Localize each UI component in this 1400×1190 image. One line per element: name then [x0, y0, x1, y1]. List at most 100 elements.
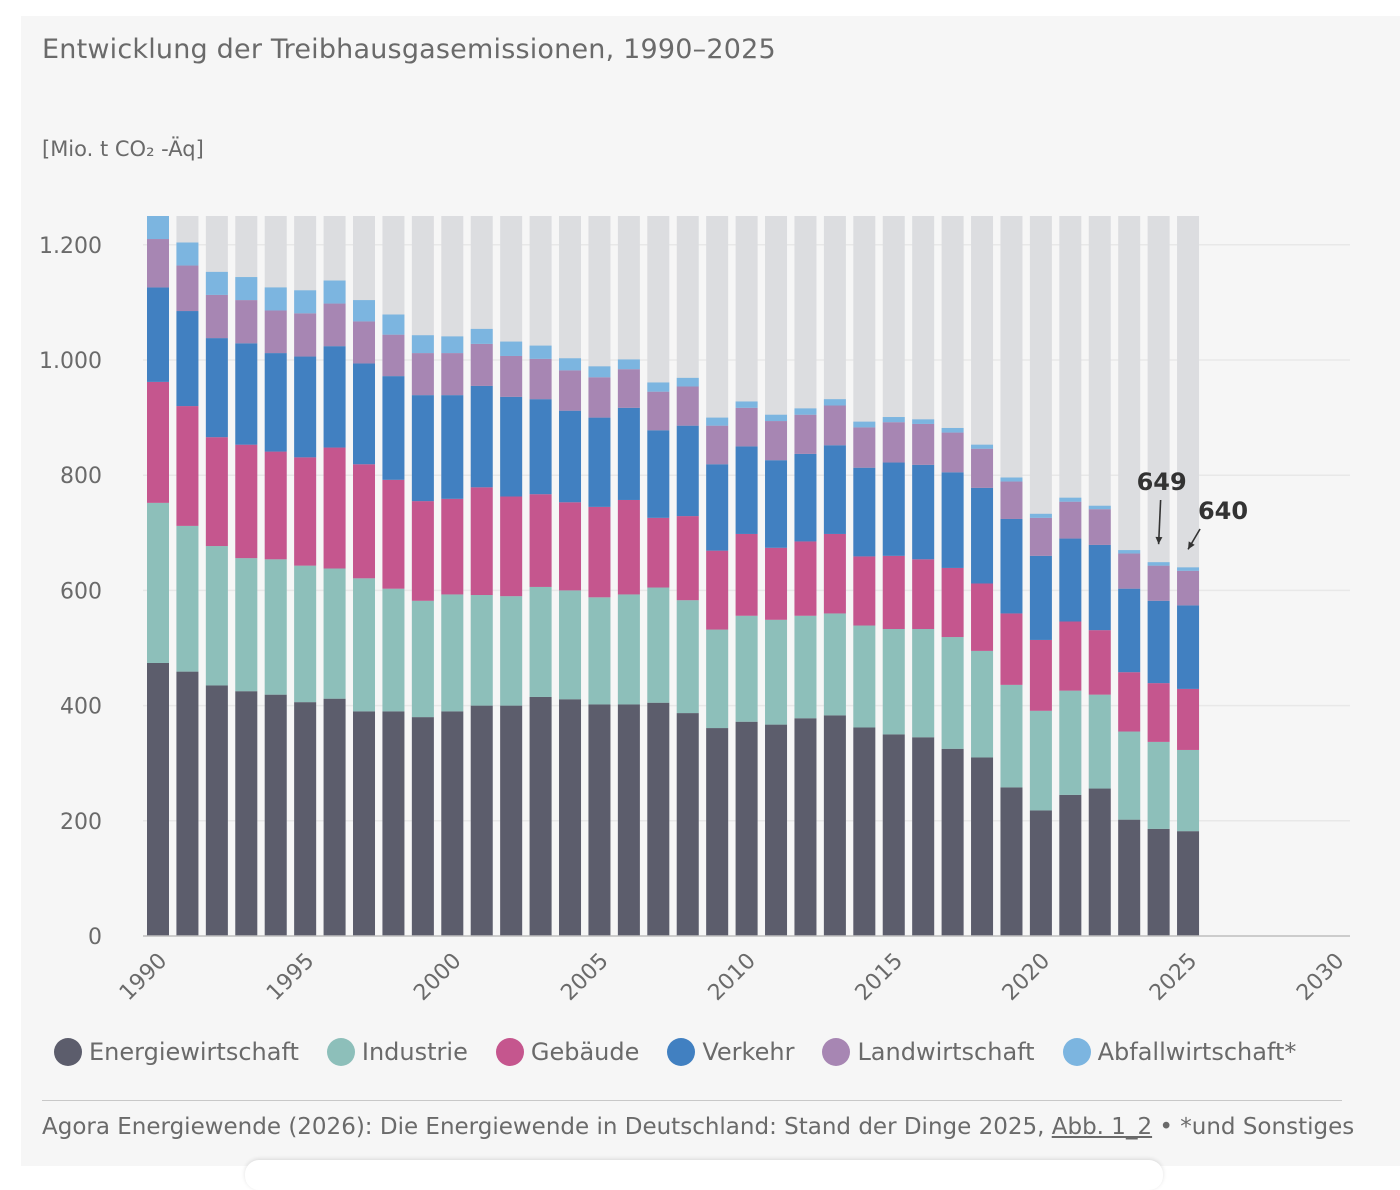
bar-gebude-2024: [1147, 683, 1170, 742]
bar-landwirtschaft-2001: [470, 343, 493, 386]
bar-abfallwirtschaft-2018: [971, 444, 994, 449]
annotation-arrowhead-2024: [1155, 536, 1163, 545]
y-tick-label: 600: [60, 579, 102, 604]
bar-verkehr-2001: [470, 385, 493, 488]
bar-abfallwirtschaft-2009: [706, 417, 729, 426]
bar-energiewirtschaft-2002: [500, 705, 523, 936]
bar-gebude-2018: [971, 583, 994, 651]
bar-energiewirtschaft-1993: [235, 691, 258, 936]
bar-abfallwirtschaft-2001: [470, 328, 493, 344]
bar-verkehr-2005: [588, 417, 611, 507]
bar-energiewirtschaft-2017: [941, 748, 964, 936]
y-tick-label: 1.000: [39, 349, 102, 374]
bar-gebude-2000: [441, 498, 464, 595]
source-figure-link[interactable]: Abb. 1_2: [1051, 1114, 1153, 1140]
bar-industrie-1998: [382, 588, 405, 712]
bar-abfallwirtschaft-2002: [500, 341, 523, 356]
bar-energiewirtschaft-1990: [147, 662, 169, 936]
bar-landwirtschaft-2021: [1059, 501, 1082, 539]
bar-verkehr-2020: [1029, 555, 1052, 640]
chart-legend: Energiewirtschaft Industrie Gebäude Verk…: [54, 1038, 1324, 1066]
bar-gebude-1992: [205, 437, 228, 547]
bar-industrie-2025: [1177, 749, 1200, 832]
bar-energiewirtschaft-2000: [441, 711, 464, 936]
bar-energiewirtschaft-2011: [765, 724, 788, 936]
bar-energiewirtschaft-2001: [470, 705, 493, 936]
bar-verkehr-2007: [647, 430, 670, 518]
bar-gebude-2020: [1029, 639, 1052, 711]
annotation-arrow-2024: [1157, 499, 1162, 545]
bar-gebude-1995: [294, 457, 317, 566]
bar-abfallwirtschaft-2003: [529, 345, 552, 359]
bar-verkehr-2010: [735, 446, 758, 534]
bar-verkehr-1995: [294, 356, 317, 458]
bar-energiewirtschaft-1996: [323, 698, 346, 936]
bar-energiewirtschaft-2006: [617, 704, 640, 936]
legend-swatch-verkehr: [667, 1038, 696, 1066]
source-caption: Agora Energiewende (2026): Die Energiewe…: [42, 1114, 1354, 1140]
bar-landwirtschaft-2015: [882, 422, 905, 463]
y-tick-label: 1.200: [39, 234, 102, 259]
bar-landwirtschaft-2014: [853, 427, 876, 468]
bar-gebude-2021: [1059, 621, 1082, 691]
bar-landwirtschaft-2025: [1177, 570, 1200, 606]
bar-landwirtschaft-2012: [794, 414, 817, 454]
bar-industrie-2004: [559, 590, 582, 700]
bar-energiewirtschaft-1998: [382, 711, 405, 936]
bar-landwirtschaft-2016: [912, 423, 935, 465]
bar-gebude-2010: [735, 533, 758, 616]
legend-label-industrie: Industrie: [361, 1038, 468, 1066]
bar-industrie-2006: [617, 594, 640, 705]
x-tick-label: 2015: [851, 949, 908, 1006]
x-tick-label: 2010: [704, 949, 761, 1006]
bar-industrie-2021: [1059, 690, 1082, 795]
legend-item-industrie[interactable]: Industrie: [326, 1038, 468, 1066]
bar-landwirtschaft-1998: [382, 334, 405, 377]
bar-abfallwirtschaft-2023: [1118, 550, 1141, 554]
bar-landwirtschaft-1993: [235, 300, 258, 344]
bar-energiewirtschaft-2010: [735, 721, 758, 936]
legend-item-landwirtschaft[interactable]: Landwirtschaft: [822, 1038, 1035, 1066]
bar-landwirtschaft-2010: [735, 407, 758, 447]
annotation-arrowhead-2025: [1188, 541, 1195, 550]
annotation-label-2024: 649: [1137, 468, 1187, 496]
bar-landwirtschaft-1994: [264, 310, 287, 354]
bar-verkehr-1991: [176, 311, 199, 407]
y-tick-label: 400: [60, 695, 102, 720]
bar-landwirtschaft-2003: [529, 358, 552, 400]
bar-landwirtschaft-1997: [353, 321, 376, 364]
bar-verkehr-2016: [912, 464, 935, 560]
bar-landwirtschaft-2017: [941, 432, 964, 473]
bar-industrie-1997: [353, 578, 376, 712]
bar-industrie-2009: [706, 629, 729, 729]
bar-industrie-1993: [235, 558, 258, 692]
bar-industrie-2003: [529, 586, 552, 697]
bar-abfallwirtschaft-1997: [353, 300, 376, 322]
legend-item-abfallwirtschaft[interactable]: Abfallwirtschaft*: [1062, 1038, 1296, 1066]
bar-gebude-1994: [264, 451, 287, 560]
bar-energiewirtschaft-2023: [1118, 819, 1141, 936]
legend-item-energiewirtschaft[interactable]: Energiewirtschaft: [54, 1038, 299, 1066]
legend-item-verkehr[interactable]: Verkehr: [667, 1038, 794, 1066]
bar-verkehr-2025: [1177, 605, 1200, 689]
bar-landwirtschaft-2019: [1000, 481, 1023, 519]
bar-gebude-2003: [529, 494, 552, 587]
bar-landwirtschaft-2006: [617, 369, 640, 408]
bar-verkehr-1992: [205, 338, 228, 438]
stacked-bar-chart: 0 200 400 600 800 1.000 1.200 1990 1995 2000 2005 2…: [39, 216, 1350, 1006]
x-tick-label: 2005: [556, 949, 613, 1006]
bar-industrie-2020: [1029, 710, 1052, 811]
bar-gebude-2019: [1000, 613, 1023, 685]
bar-industrie-1995: [294, 565, 317, 703]
bar-verkehr-1997: [353, 363, 376, 465]
bar-industrie-2000: [441, 594, 464, 712]
legend-label-verkehr: Verkehr: [702, 1038, 795, 1066]
legend-item-gebaeude[interactable]: Gebäude: [495, 1038, 639, 1066]
bar-abfallwirtschaft-2011: [765, 414, 788, 422]
bar-abfallwirtschaft-2021: [1059, 497, 1082, 502]
bar-abfallwirtschaft-1990: [147, 216, 169, 240]
bar-verkehr-2011: [765, 460, 788, 548]
bar-landwirtschaft-1996: [323, 303, 346, 347]
bar-abfallwirtschaft-2012: [794, 408, 817, 415]
bar-industrie-1999: [411, 600, 434, 718]
